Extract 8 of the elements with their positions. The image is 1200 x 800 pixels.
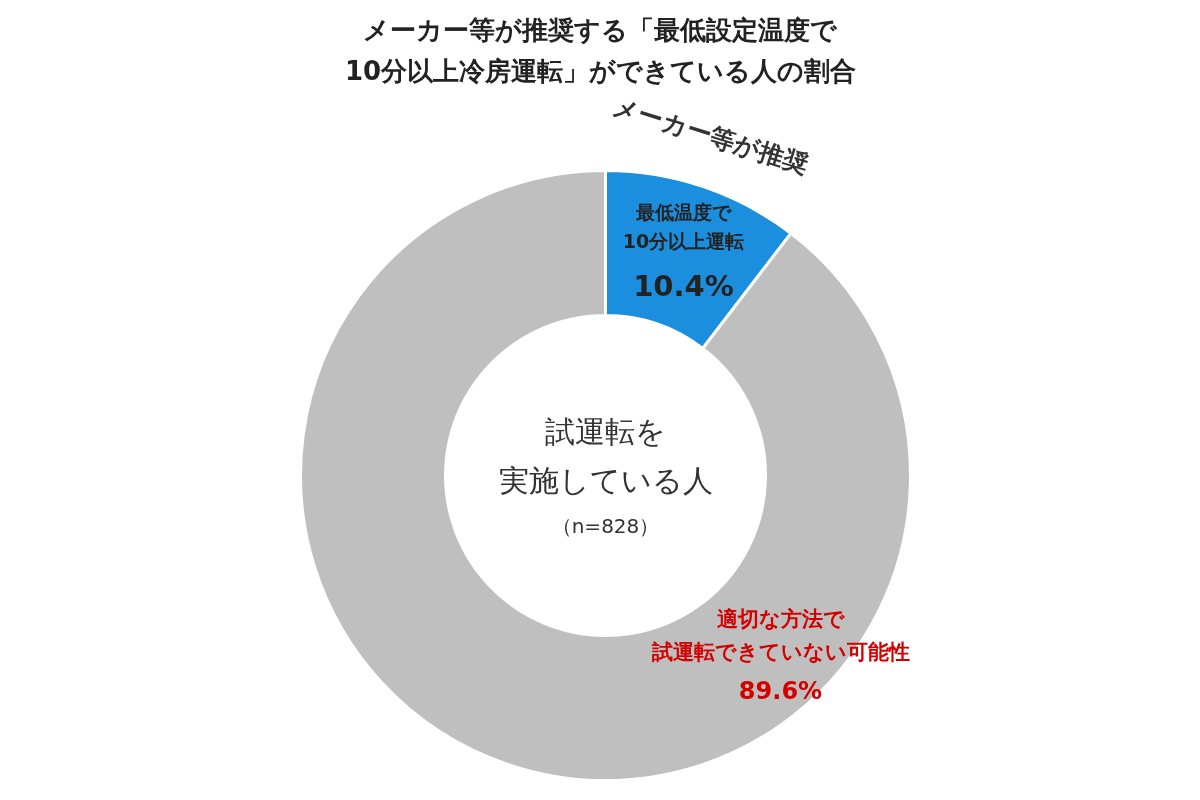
chart-title: メーカー等が推奨する「最低設定温度で10分以上冷房運転」ができている人の割合 [344, 15, 857, 86]
text: （n=828） [551, 513, 660, 538]
text: 試運転を実施している人 [498, 413, 713, 498]
data-label: 89.6% [738, 676, 823, 705]
data-label: 10.4% [633, 268, 734, 303]
slice-label: 適切な方法で試運転できていない可能性 [650, 607, 910, 664]
text: メーカー等が推奨 [609, 91, 812, 180]
slice-label: 最低温度で10分以上運転 [622, 200, 745, 253]
